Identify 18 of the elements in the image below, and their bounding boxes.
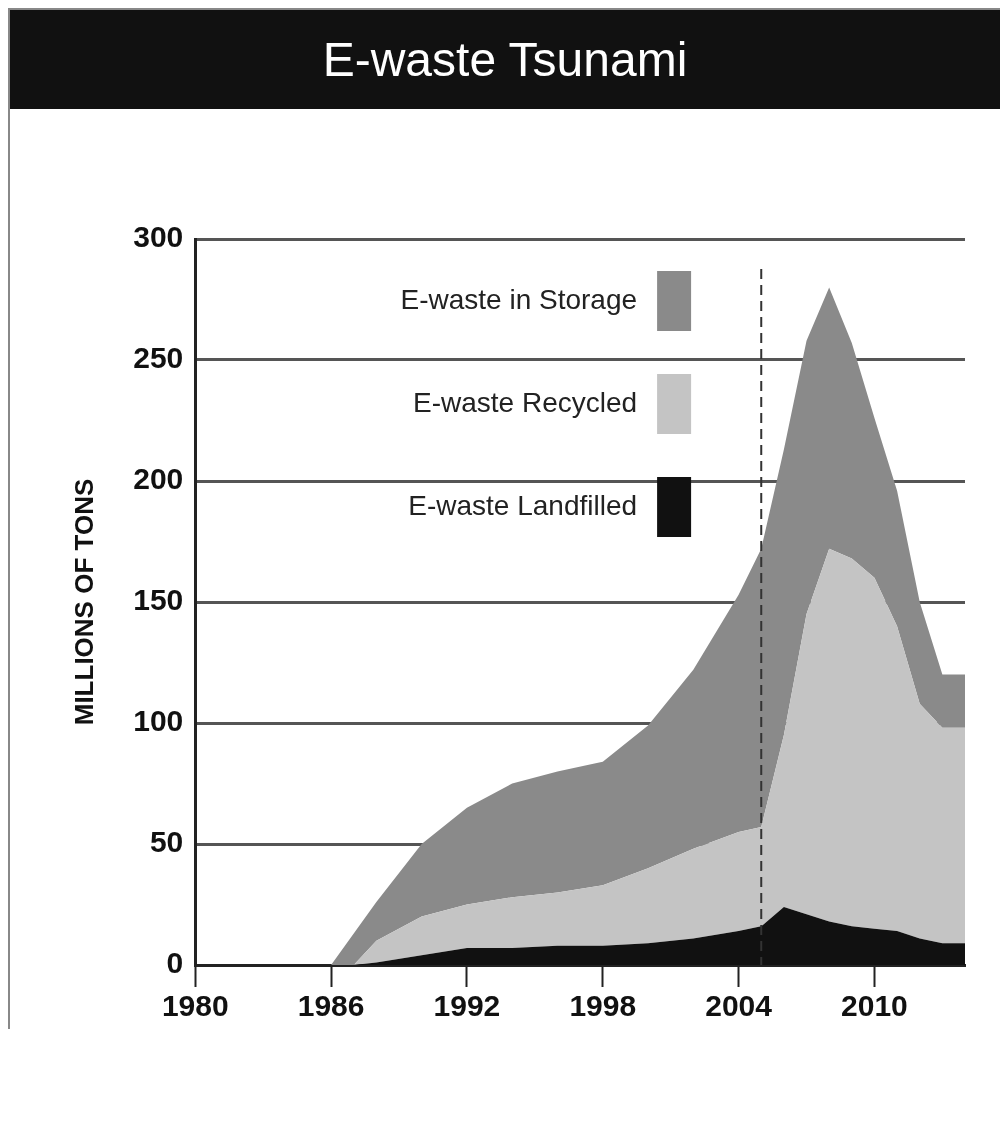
x-tick-label: 1998 [569, 989, 637, 1023]
x-tick-label: 2010 [841, 989, 908, 1023]
y-tick-label: 0 [166, 946, 184, 980]
x-tick-label: 1980 [161, 989, 229, 1023]
y-axis-title: MILLIONS OF TONS [68, 478, 99, 726]
y-tick-label: 50 [149, 825, 184, 859]
x-tick-label: 2004 [705, 989, 773, 1023]
y-tick-label: 250 [133, 341, 184, 375]
legend-label: E-waste Recycled [413, 386, 638, 418]
legend-label: E-waste Landfilled [408, 489, 638, 521]
y-tick-label: 150 [133, 583, 184, 617]
x-tick-label: 1986 [297, 989, 365, 1023]
chart-title: E-waste Tsunami [10, 10, 1000, 109]
y-tick-label: 100 [133, 704, 184, 738]
y-tick-label: 300 [133, 220, 184, 254]
legend-label: E-waste in Storage [400, 283, 638, 315]
x-tick-label: 1992 [433, 989, 501, 1023]
y-tick-label: 200 [133, 462, 184, 496]
